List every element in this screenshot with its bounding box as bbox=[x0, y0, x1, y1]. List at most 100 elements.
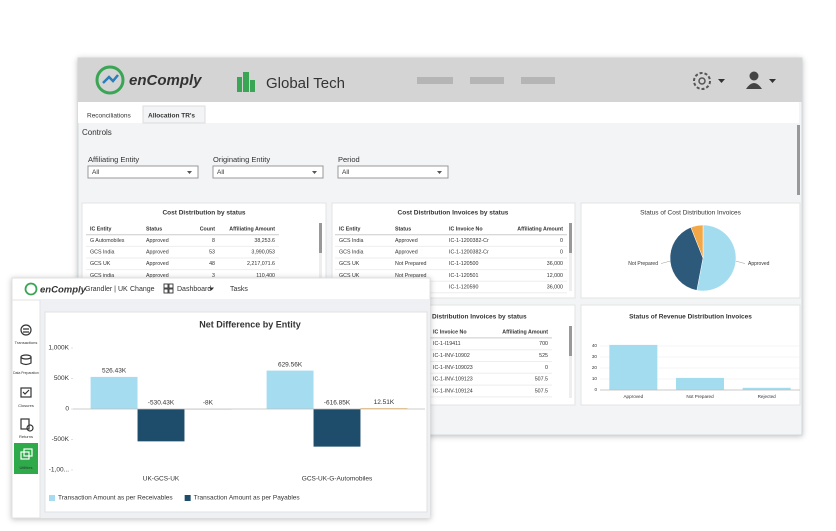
scrollbar[interactable] bbox=[797, 125, 800, 195]
y-tick-label: 0 bbox=[594, 387, 597, 392]
cell: 110,400 bbox=[256, 273, 275, 279]
y-tick-label: -500K bbox=[52, 436, 70, 443]
nav-label[interactable]: Utilities bbox=[20, 465, 33, 470]
scrollbar-thumb[interactable] bbox=[569, 326, 572, 356]
y-tick-label: 10 bbox=[592, 376, 598, 381]
nav-label[interactable]: Data Preparation bbox=[13, 371, 39, 375]
value-label: -616.85K bbox=[324, 400, 351, 407]
pie-label: Approved bbox=[748, 261, 770, 267]
cell: 53 bbox=[209, 250, 215, 256]
logo-text: enComply bbox=[129, 72, 202, 89]
bar bbox=[313, 409, 361, 447]
cell: GCS India bbox=[90, 250, 114, 256]
dropdown-caret bbox=[312, 171, 317, 174]
nav-label[interactable]: Closures bbox=[18, 403, 34, 408]
filter-value: All bbox=[342, 169, 350, 176]
cell: GCS UK bbox=[90, 261, 111, 267]
legend-label[interactable]: Transaction Amount as per Payables bbox=[194, 495, 301, 502]
menu-placeholder[interactable] bbox=[521, 77, 555, 84]
change-link[interactable]: Change bbox=[130, 286, 155, 293]
filter-value: All bbox=[217, 169, 225, 176]
cell: Not Prepared bbox=[395, 261, 427, 267]
cell: 8 bbox=[212, 238, 215, 244]
leader-line bbox=[660, 260, 671, 264]
cell: 0 bbox=[545, 365, 548, 371]
filter-dropdown[interactable] bbox=[87, 165, 199, 179]
cell: IC-1-INV-109123 bbox=[433, 377, 473, 383]
column-header: Affiliating Amount bbox=[502, 329, 548, 335]
cell: IC-1-120501 bbox=[449, 273, 478, 279]
chart-title: Net Difference by Entity bbox=[199, 319, 301, 329]
chart-card bbox=[44, 311, 428, 513]
y-tick-label: 30 bbox=[592, 354, 598, 359]
bar bbox=[137, 409, 185, 442]
scrollbar-track bbox=[569, 223, 572, 291]
building-icon bbox=[237, 72, 255, 92]
filter-label: Period bbox=[338, 155, 360, 164]
cell: 507.5 bbox=[535, 377, 548, 383]
legend-label[interactable]: Transaction Amount as per Receivables bbox=[58, 495, 173, 502]
bar bbox=[609, 344, 658, 390]
y-tick-label: 1,000K bbox=[48, 345, 69, 352]
cell: 48 bbox=[209, 261, 215, 267]
x-tick-label: UK-GCS-UK bbox=[143, 476, 180, 483]
value-label: 629.56K bbox=[278, 361, 303, 368]
x-tick-label: Approved bbox=[623, 394, 643, 399]
filter-dropdown[interactable] bbox=[337, 165, 449, 179]
filter-value: All bbox=[92, 169, 100, 176]
value-label: 526.43K bbox=[102, 368, 127, 375]
cell: IC-1-INV-10902 bbox=[433, 353, 470, 359]
cell: 0 bbox=[560, 238, 563, 244]
cell: Approved bbox=[146, 250, 169, 256]
cell: 525 bbox=[539, 353, 548, 359]
column-header: Count bbox=[200, 226, 216, 232]
cell: 3 bbox=[212, 273, 215, 279]
scrollbar-track bbox=[569, 326, 572, 398]
bar bbox=[676, 377, 724, 390]
legend-swatch bbox=[184, 495, 191, 501]
filter-dropdown[interactable] bbox=[212, 165, 324, 179]
active-tab[interactable] bbox=[142, 105, 206, 124]
dropdown-caret bbox=[437, 171, 442, 174]
tab[interactable]: Allocation TR's bbox=[148, 113, 195, 120]
table-title: Cost Distribution by status bbox=[162, 210, 245, 217]
menu-item[interactable]: Tasks bbox=[230, 286, 248, 293]
logo-icon bbox=[24, 282, 38, 296]
chart-title: Status of Revenue Distribution Invoices bbox=[629, 314, 752, 321]
menu-placeholder[interactable] bbox=[417, 77, 453, 84]
column-header: IC Invoice No bbox=[449, 226, 483, 232]
cell: 38,253.6 bbox=[254, 238, 275, 244]
nav-label[interactable]: Returns bbox=[19, 434, 33, 439]
column-header: IC Invoice No bbox=[433, 329, 467, 335]
column-header: IC Entity bbox=[90, 226, 112, 232]
cell: Approved bbox=[395, 250, 418, 256]
menu-item[interactable]: Dashboard bbox=[177, 286, 211, 293]
scrollbar-thumb[interactable] bbox=[569, 223, 572, 253]
bar bbox=[90, 376, 138, 409]
cell: GCS india bbox=[90, 273, 114, 279]
menu-placeholder[interactable] bbox=[470, 77, 504, 84]
cell: IC-1-I19411 bbox=[433, 341, 461, 347]
legend-swatch bbox=[49, 495, 55, 501]
cell: IC-1-1200382-Cr bbox=[449, 238, 489, 244]
x-tick-label: GCS-UK-G-Automobiles bbox=[302, 476, 373, 483]
table-title: Cost Distribution Invoices by status bbox=[398, 210, 509, 217]
scrollbar-thumb[interactable] bbox=[319, 223, 322, 253]
tab[interactable]: Reconciliations bbox=[87, 113, 131, 120]
section-title: Controls bbox=[82, 128, 112, 137]
cell: 36,000 bbox=[547, 261, 563, 267]
settings-button[interactable] bbox=[693, 72, 725, 90]
x-tick-label: Rejected bbox=[758, 394, 777, 399]
user-button[interactable] bbox=[746, 71, 776, 90]
cell: 700 bbox=[539, 341, 548, 347]
bar bbox=[266, 370, 314, 409]
dashboard-icon bbox=[163, 283, 174, 294]
pie-label: Not Prepared bbox=[628, 261, 658, 267]
nav-label[interactable]: Transactions bbox=[15, 340, 38, 345]
y-tick-label: 0 bbox=[65, 406, 69, 413]
cell: GCS India bbox=[339, 250, 363, 256]
y-tick-label: 20 bbox=[592, 365, 598, 370]
cell: 36,000 bbox=[547, 284, 563, 290]
x-tick-label: Not Prepared bbox=[686, 394, 714, 399]
